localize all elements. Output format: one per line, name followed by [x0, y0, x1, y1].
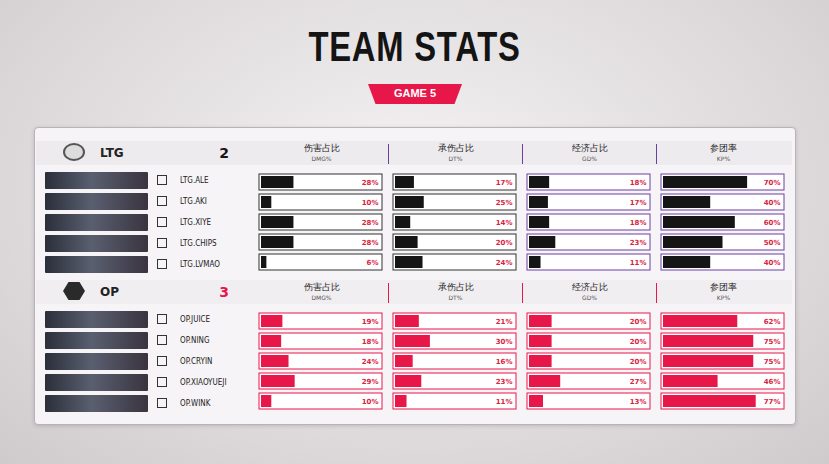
svg-text:20%: 20% — [496, 239, 513, 247]
html-text:GD%: GD% — [582, 155, 597, 162]
html-text:KP%: KP% — [716, 155, 731, 162]
svg-text:23%: 23% — [496, 378, 513, 386]
svg-text:60%: 60% — [764, 219, 781, 227]
svg-text:24%: 24% — [362, 358, 379, 366]
html-text:DMG%: DMG% — [311, 294, 332, 301]
svg-text:40%: 40% — [764, 259, 781, 267]
html-text:OP.WINK: OP.WINK — [180, 399, 211, 408]
html-text:DT%: DT% — [448, 294, 463, 301]
svg-text:21%: 21% — [496, 318, 513, 326]
html-text:OP.NING: OP.NING — [180, 336, 210, 345]
svg-text:20%: 20% — [630, 338, 647, 346]
svg-text:28%: 28% — [362, 179, 379, 187]
svg-text:18%: 18% — [630, 179, 647, 187]
html-text:TEAM STATS: TEAM STATS — [308, 23, 521, 70]
html-text:伤害占比: 伤害占比 — [303, 143, 340, 153]
svg-text:17%: 17% — [496, 179, 513, 187]
svg-text:30%: 30% — [496, 338, 513, 346]
html-text:GAME 5: GAME 5 — [393, 87, 437, 99]
svg-text:23%: 23% — [630, 239, 647, 247]
svg-text:18%: 18% — [630, 219, 647, 227]
svg-text:46%: 46% — [764, 378, 781, 386]
svg-text:29%: 29% — [362, 378, 379, 386]
svg-text:19%: 19% — [362, 318, 379, 326]
svg-text:28%: 28% — [362, 239, 379, 247]
html-text:OP.CRYIN: OP.CRYIN — [180, 357, 213, 366]
html-text:OP.XIAOYUEJI: OP.XIAOYUEJI — [180, 378, 227, 387]
svg-text:17%: 17% — [630, 199, 647, 207]
svg-text:10%: 10% — [362, 199, 379, 207]
svg-text:18%: 18% — [362, 338, 379, 346]
html-text:LTG.XIYE: LTG.XIYE — [180, 218, 212, 227]
svg-text:16%: 16% — [496, 358, 513, 366]
svg-text:11%: 11% — [630, 259, 647, 267]
svg-text:77%: 77% — [764, 398, 781, 406]
svg-text:40%: 40% — [764, 199, 781, 207]
svg-text:20%: 20% — [630, 318, 647, 326]
svg-text:27%: 27% — [630, 378, 647, 386]
svg-text:75%: 75% — [764, 338, 781, 346]
html-text:伤害占比: 伤害占比 — [303, 282, 340, 292]
html-text:经济占比: 经济占比 — [571, 143, 608, 153]
svg-text:70%: 70% — [764, 179, 781, 187]
svg-text:11%: 11% — [496, 398, 513, 406]
svg-text:62%: 62% — [764, 318, 781, 326]
svg-text:20%: 20% — [630, 358, 647, 366]
html-text:KP%: KP% — [716, 294, 731, 301]
html-text:2: 2 — [219, 145, 229, 161]
html-text:LTG: LTG — [100, 146, 124, 160]
svg-text:50%: 50% — [764, 239, 781, 247]
html-text:LTG.LVMAO: LTG.LVMAO — [180, 260, 220, 269]
html-text:承伤占比: 承伤占比 — [437, 143, 474, 153]
html-text:DT%: DT% — [448, 155, 463, 162]
svg-text:24%: 24% — [496, 259, 513, 267]
html-text:参团率: 参团率 — [710, 282, 737, 292]
html-text:OP: OP — [100, 285, 119, 299]
svg-text:10%: 10% — [362, 398, 379, 406]
html-text:GD%: GD% — [582, 294, 597, 301]
svg-text:28%: 28% — [362, 219, 379, 227]
html-text:经济占比: 经济占比 — [571, 282, 608, 292]
svg-text:6%: 6% — [367, 259, 379, 267]
svg-text:14%: 14% — [496, 219, 513, 227]
html-text:LTG.CHIPS: LTG.CHIPS — [180, 239, 217, 248]
svg-text:75%: 75% — [764, 358, 781, 366]
html-text:DMG%: DMG% — [311, 155, 332, 162]
svg-text:13%: 13% — [630, 398, 647, 406]
html-text:OP.JUICE: OP.JUICE — [180, 315, 211, 324]
html-text:承伤占比: 承伤占比 — [437, 282, 474, 292]
html-text:参团率: 参团率 — [710, 143, 737, 153]
html-text:LTG.ALE: LTG.ALE — [180, 176, 209, 185]
html-text:3: 3 — [219, 284, 229, 300]
svg-text:25%: 25% — [496, 199, 513, 207]
html-text:LTG.AKI: LTG.AKI — [180, 197, 207, 206]
